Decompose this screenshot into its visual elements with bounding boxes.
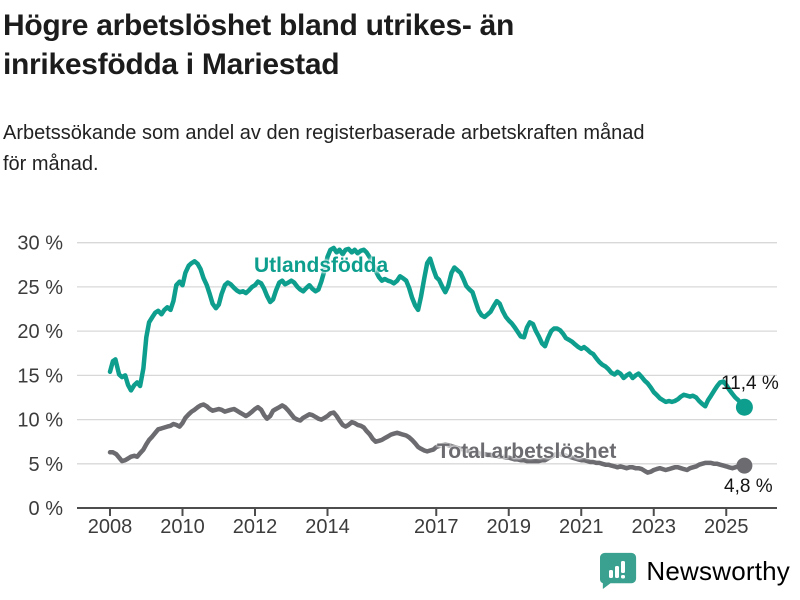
y-tick-label: 15 % (17, 365, 63, 387)
series-line-1 (107, 402, 747, 475)
y-tick-label: 0 % (29, 498, 64, 520)
chart-subtitle-line1: Arbetssökande som andel av den registerb… (3, 122, 645, 144)
x-tick-label: 2008 (88, 516, 133, 538)
y-tick-label: 20 % (17, 321, 63, 343)
newsworthy-logo-icon (600, 551, 638, 591)
series-label-total-arbetsloshet: Total arbetslöshet (437, 440, 617, 463)
x-tick-label: 2023 (632, 516, 677, 538)
page-title-line2: inrikesfödda i Mariestad (3, 48, 340, 81)
series-label-utlandsfodda: Utlandsfödda (254, 254, 389, 277)
chart-subtitle: Arbetssökande som andel av den registerb… (3, 118, 783, 180)
page-title-line1: Högre arbetslöshet bland utrikes- än (3, 9, 514, 42)
page-title: Högre arbetslöshet bland utrikes- än inr… (3, 6, 723, 84)
x-tick-label: 2017 (414, 516, 459, 538)
x-tick-label: 2010 (160, 516, 205, 538)
y-tick-label: 10 % (17, 410, 63, 432)
chart-subtitle-line2: för månad. (3, 153, 99, 175)
y-tick-label: 25 % (17, 277, 63, 299)
x-tick-label: 2014 (305, 516, 350, 538)
series-end-dot-0 (735, 398, 753, 416)
series-line-0 (107, 245, 747, 410)
x-tick-label: 2019 (487, 516, 532, 538)
y-tick-label: 5 % (29, 454, 64, 476)
end-value-label-utlandsfodda: 11,4 % (721, 373, 779, 394)
end-value-label-total: 4,8 % (724, 476, 773, 497)
newsworthy-brand-text: Newsworthy (646, 555, 790, 586)
y-tick-label: 30 % (17, 233, 63, 255)
x-tick-label: 2012 (233, 516, 278, 538)
newsworthy-attribution[interactable]: Newsworthy (600, 550, 790, 592)
x-tick-label: 2025 (704, 516, 749, 538)
x-tick-label: 2021 (559, 516, 604, 538)
series-end-dot-1 (736, 457, 753, 474)
